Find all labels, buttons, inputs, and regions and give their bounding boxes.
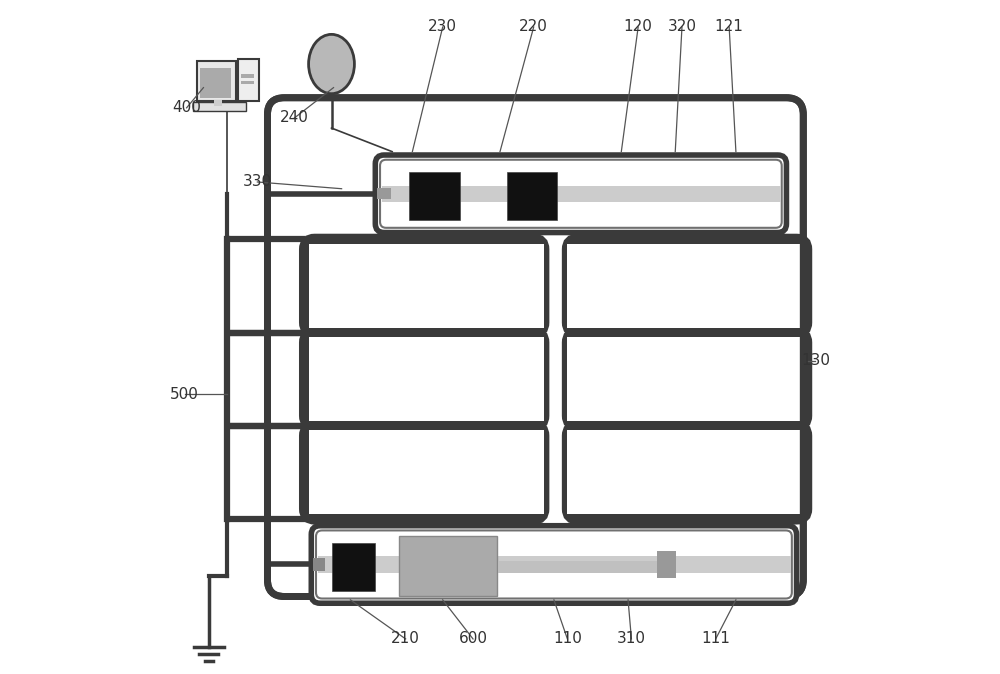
FancyBboxPatch shape xyxy=(316,530,792,599)
FancyBboxPatch shape xyxy=(567,332,807,426)
Text: 330: 330 xyxy=(243,175,272,189)
Bar xyxy=(567,337,802,421)
FancyBboxPatch shape xyxy=(375,155,786,233)
Bar xyxy=(399,536,497,596)
Ellipse shape xyxy=(309,34,354,94)
FancyBboxPatch shape xyxy=(567,426,807,519)
Text: 320: 320 xyxy=(667,20,696,34)
Bar xyxy=(309,244,544,328)
FancyBboxPatch shape xyxy=(305,239,544,332)
Bar xyxy=(309,337,544,421)
Text: 121: 121 xyxy=(715,20,744,34)
Text: 110: 110 xyxy=(553,632,582,646)
Bar xyxy=(241,81,254,84)
Text: 130: 130 xyxy=(801,353,830,368)
Text: 310: 310 xyxy=(617,632,646,646)
Bar xyxy=(214,100,222,106)
Text: 230: 230 xyxy=(428,20,457,34)
Bar xyxy=(309,431,544,514)
Bar xyxy=(332,543,375,591)
FancyBboxPatch shape xyxy=(305,426,544,519)
Bar xyxy=(313,558,325,570)
Bar xyxy=(409,172,460,220)
Bar xyxy=(197,61,236,101)
Bar xyxy=(567,431,802,514)
Bar xyxy=(318,557,791,573)
Text: 120: 120 xyxy=(624,20,653,34)
FancyBboxPatch shape xyxy=(267,98,803,596)
Bar xyxy=(507,172,557,220)
Text: 111: 111 xyxy=(701,632,730,646)
Text: 500: 500 xyxy=(170,387,199,402)
Bar xyxy=(499,561,657,573)
Bar xyxy=(657,551,676,578)
Bar xyxy=(377,188,391,200)
Bar xyxy=(238,59,259,101)
Text: 210: 210 xyxy=(391,632,420,646)
Bar xyxy=(193,102,246,111)
FancyBboxPatch shape xyxy=(311,526,797,603)
Bar xyxy=(241,74,254,78)
FancyBboxPatch shape xyxy=(380,160,782,228)
Text: 220: 220 xyxy=(519,20,548,34)
Text: 400: 400 xyxy=(172,100,201,115)
Text: 240: 240 xyxy=(280,111,309,125)
FancyBboxPatch shape xyxy=(305,332,544,426)
Bar xyxy=(567,244,802,328)
Text: 600: 600 xyxy=(459,632,488,646)
Bar xyxy=(200,68,231,98)
Bar xyxy=(382,185,781,202)
FancyBboxPatch shape xyxy=(567,239,807,332)
